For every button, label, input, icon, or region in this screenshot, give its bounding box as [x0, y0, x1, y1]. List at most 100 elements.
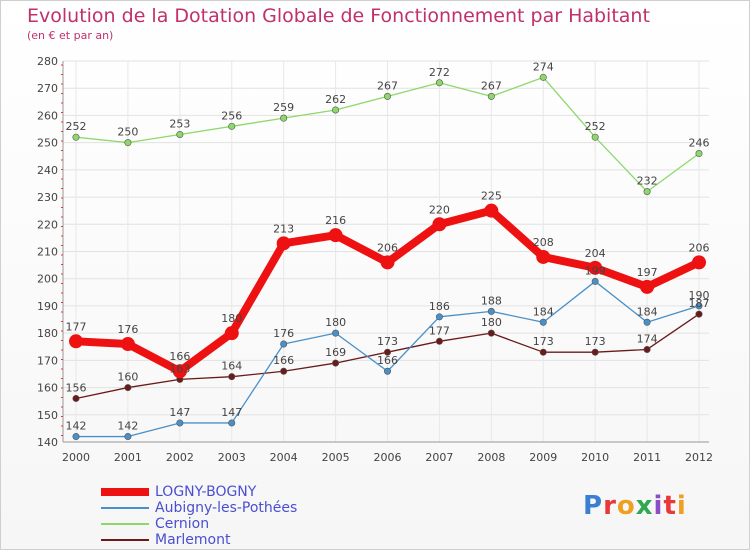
data-point [435, 79, 443, 87]
data-label: 206 [689, 241, 710, 254]
data-point [539, 348, 547, 356]
x-tick-label: 2001 [114, 451, 142, 464]
data-label: 166 [273, 354, 294, 367]
logo-letter: i [653, 491, 664, 521]
data-label: 147 [221, 406, 242, 419]
data-point [484, 203, 499, 218]
data-point [280, 340, 288, 348]
chart-title: Evolution de la Dotation Globale de Fonc… [27, 5, 650, 27]
y-tick-label: 270 [37, 82, 58, 95]
data-point [487, 329, 495, 337]
legend-item-aubigny: Aubigny-les-Pothées [101, 500, 297, 516]
data-label: 262 [325, 93, 346, 106]
data-label: 169 [325, 346, 346, 359]
data-label: 204 [585, 247, 606, 260]
data-label: 256 [221, 109, 242, 122]
x-tick-label: 2006 [374, 451, 402, 464]
data-point [276, 236, 291, 251]
x-tick-label: 2002 [166, 451, 194, 464]
legend-swatch-logny-bogny [101, 488, 149, 496]
legend-swatch-aubigny [101, 507, 149, 509]
data-point [124, 384, 132, 392]
data-label: 199 [585, 264, 606, 277]
data-point [124, 139, 132, 147]
data-point [695, 302, 703, 310]
x-tick-label: 2009 [529, 451, 557, 464]
data-label: 176 [273, 327, 294, 340]
data-point [435, 313, 443, 321]
data-label: 142 [66, 420, 87, 433]
x-tick-label: 2003 [218, 451, 246, 464]
data-point [120, 337, 135, 352]
data-point [435, 337, 443, 345]
data-point [591, 133, 599, 141]
chart-subtitle: (en € et par an) [27, 29, 114, 42]
legend: LOGNY-BOGNY Aubigny-les-Pothées Cernion … [101, 484, 297, 548]
y-tick-label: 140 [37, 436, 58, 449]
data-point [383, 92, 391, 100]
data-point [539, 318, 547, 326]
data-label: 190 [689, 289, 710, 302]
data-label: 184 [533, 305, 554, 318]
data-point [228, 419, 236, 427]
data-point [695, 310, 703, 318]
data-point [643, 188, 651, 196]
x-tick-label: 2004 [270, 451, 298, 464]
y-tick-label: 160 [37, 382, 58, 395]
data-label: 267 [377, 79, 398, 92]
data-label: 166 [169, 350, 190, 363]
data-point [380, 255, 395, 270]
data-label: 250 [117, 126, 138, 139]
data-point [591, 277, 599, 285]
data-point [640, 279, 655, 294]
legend-swatch-cernion [101, 523, 149, 525]
data-label: 259 [273, 101, 294, 114]
data-point [383, 348, 391, 356]
y-tick-label: 190 [37, 300, 58, 313]
line-chart: 140 150 160 170 180 190 200 210 220 230 240 250 260 2… [37, 55, 713, 464]
data-label: 232 [637, 175, 658, 188]
y-tick-label: 170 [37, 354, 58, 367]
data-point [643, 345, 651, 353]
y-tick-label: 180 [37, 327, 58, 340]
data-label: 206 [377, 241, 398, 254]
data-point [328, 228, 343, 243]
data-label: 173 [533, 335, 554, 348]
data-point [69, 334, 83, 349]
x-tick-label: 2007 [425, 451, 453, 464]
legend-label: LOGNY-BOGNY [155, 484, 257, 500]
data-label: 197 [637, 266, 658, 279]
data-label: 184 [637, 305, 658, 318]
data-point [72, 433, 80, 441]
data-label: 173 [585, 335, 606, 348]
data-point [224, 326, 239, 341]
x-tick-label: 2000 [62, 451, 90, 464]
data-point [588, 260, 603, 275]
y-tick-label: 200 [37, 273, 58, 286]
data-label: 147 [169, 406, 190, 419]
data-point [432, 217, 447, 232]
data-label: 163 [169, 362, 190, 375]
x-tick-label: 2010 [581, 451, 609, 464]
data-point [536, 249, 551, 264]
data-label: 180 [221, 312, 242, 325]
data-label: 164 [221, 360, 242, 373]
legend-item-logny-bogny: LOGNY-BOGNY [101, 484, 297, 500]
y-tick-label: 240 [37, 164, 58, 177]
x-tick-label: 2012 [685, 451, 713, 464]
data-point [172, 364, 187, 379]
data-label: 216 [325, 214, 346, 227]
data-point [487, 92, 495, 100]
y-tick-label: 280 [37, 55, 58, 68]
data-label: 272 [429, 66, 450, 79]
data-point [692, 255, 706, 270]
y-tick-label: 150 [37, 409, 58, 422]
data-point [332, 329, 340, 337]
logo-letter: x [635, 491, 654, 521]
data-label: 186 [429, 300, 450, 313]
x-tick-label: 2005 [322, 451, 350, 464]
data-label: 160 [117, 371, 138, 384]
data-point [695, 150, 703, 158]
data-point [124, 433, 132, 441]
